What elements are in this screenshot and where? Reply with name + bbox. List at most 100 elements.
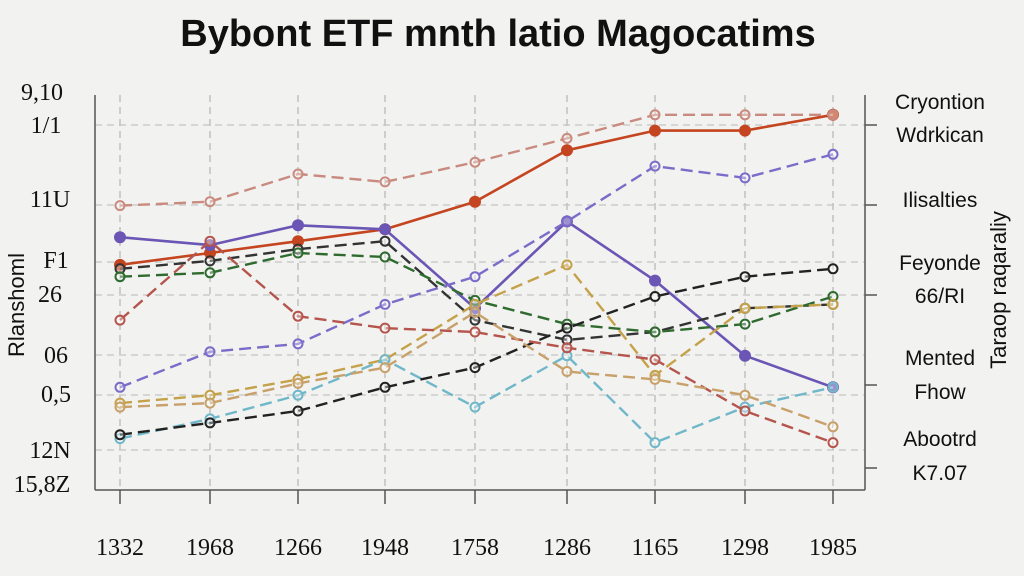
data-point (649, 373, 661, 385)
data-point (739, 109, 751, 121)
data-point (561, 144, 573, 157)
right-label: Ilisalties (903, 189, 978, 212)
data-point (739, 302, 751, 314)
y-tick-label: 1/1 (31, 113, 62, 139)
series-line (119, 239, 834, 342)
data-point (114, 271, 126, 283)
data-point (379, 235, 391, 247)
data-point (561, 322, 573, 334)
data-point (469, 156, 481, 168)
right-label: Cryontion (895, 91, 985, 114)
data-point (649, 109, 661, 121)
data-point (204, 255, 216, 267)
grid (95, 95, 865, 490)
data-point (649, 437, 661, 449)
data-point (649, 326, 661, 338)
data-point (114, 314, 126, 326)
right-labels: Cryontion Wdrkican Ilisalties Feyonde 66/RI M… (895, 91, 985, 485)
data-point (469, 326, 481, 338)
data-point (827, 381, 839, 393)
x-tick-label: 1286 (543, 535, 591, 561)
data-point (204, 235, 216, 247)
data-point (469, 362, 481, 374)
data-point (561, 342, 573, 354)
y-tick-label: 0,5 (41, 382, 71, 408)
series-11 (114, 306, 839, 433)
series-line (119, 267, 834, 436)
data-point (739, 271, 751, 283)
data-point (114, 429, 126, 441)
axes (94, 95, 877, 504)
data-point (469, 271, 481, 283)
data-point (292, 310, 304, 322)
data-point (827, 298, 839, 310)
x-tick-label: 1985 (809, 535, 857, 561)
data-point (379, 251, 391, 263)
data-point (827, 291, 839, 302)
series-lines (114, 108, 839, 449)
data-point (204, 389, 216, 401)
data-point (114, 401, 126, 413)
data-point (739, 318, 751, 330)
data-point (827, 437, 839, 449)
data-point (469, 195, 481, 208)
data-point (114, 263, 126, 275)
right-axis-title: Taraop raqaraliy (986, 211, 1011, 369)
y-axis-title: Rlanshoml (4, 253, 29, 357)
y-tick-label: 9,10 (21, 80, 63, 106)
data-point (379, 381, 391, 393)
y-tick-label: 12N (29, 438, 70, 464)
x-tick-label: 1165 (631, 535, 678, 561)
y-tick-labels: 9,10 1/1 11U F1 26 06 0,5 12N 15,8Z (14, 80, 71, 498)
data-point (561, 366, 573, 377)
data-point (649, 124, 661, 137)
series-line (119, 113, 833, 207)
data-point (469, 298, 481, 310)
data-point (292, 247, 304, 259)
data-point (561, 215, 573, 227)
y-tick-label: 06 (44, 343, 68, 369)
x-tick-label: 1266 (274, 535, 322, 561)
data-point (649, 160, 661, 172)
series-1 (114, 108, 839, 271)
series-line (119, 153, 834, 389)
right-label: Mented (905, 347, 975, 370)
data-point (739, 389, 751, 401)
series-5 (114, 109, 839, 212)
data-point (739, 172, 751, 184)
data-point (469, 314, 481, 326)
data-point (292, 405, 304, 417)
series-line (119, 263, 834, 405)
data-point (292, 219, 304, 232)
data-point (739, 124, 751, 137)
data-point (114, 381, 126, 393)
data-point (649, 354, 661, 366)
series-line (119, 354, 834, 444)
data-point (561, 350, 573, 362)
right-label: Wdrkican (896, 124, 984, 147)
x-tick-label: 1298 (721, 535, 769, 561)
data-point (204, 346, 216, 358)
y-tick-label: F1 (43, 248, 68, 274)
data-point (379, 362, 391, 374)
right-label: Fhow (914, 381, 966, 404)
series-10 (114, 235, 839, 449)
series-line (119, 311, 834, 428)
data-point (379, 223, 391, 236)
data-point (827, 109, 839, 121)
data-point (292, 389, 304, 401)
data-point (114, 231, 126, 244)
data-point (469, 401, 481, 413)
series-6 (114, 148, 839, 393)
data-point (739, 405, 751, 417)
data-point (204, 397, 216, 409)
series-8 (114, 350, 839, 449)
data-point (292, 338, 304, 350)
y-tick-label: 11U (30, 187, 70, 213)
data-point (469, 306, 481, 318)
x-tick-labels: 1332 1968 1266 1948 1758 1286 1165 1298 1985 (96, 535, 857, 561)
data-point (204, 267, 216, 279)
data-point (204, 417, 216, 429)
data-point (204, 196, 216, 208)
x-tick-label: 1948 (361, 535, 409, 561)
